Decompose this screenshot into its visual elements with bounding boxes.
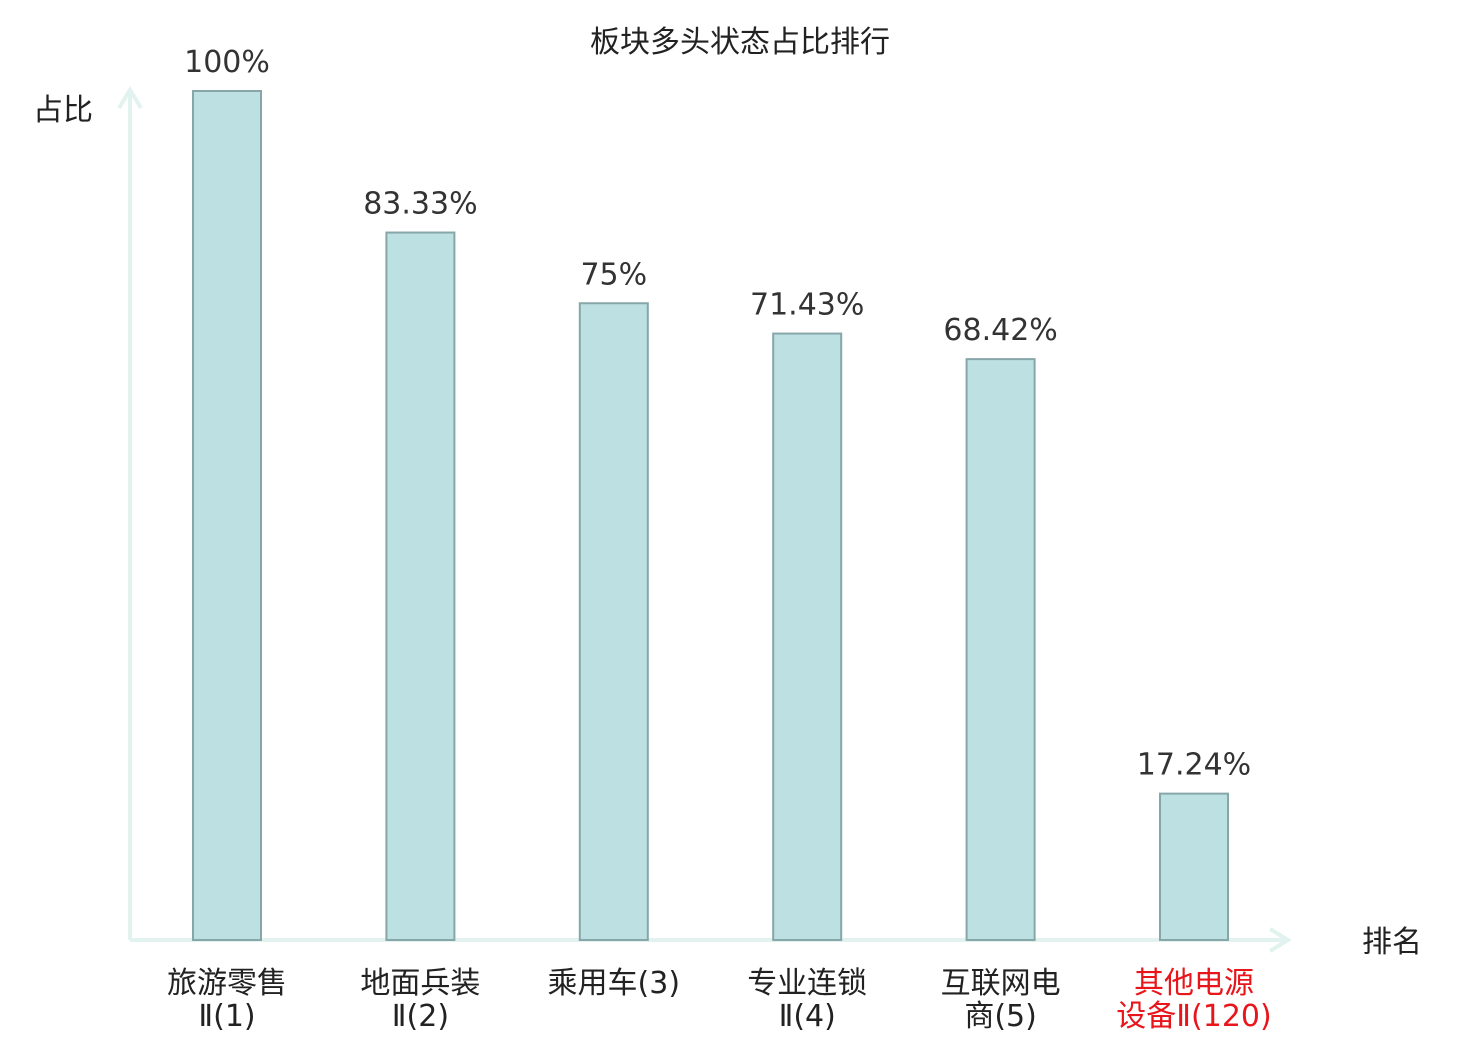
x-tick-label-line: 其他电源 (1134, 966, 1254, 1001)
bar (965, 358, 1036, 941)
x-axis (130, 927, 1292, 953)
bar-value-label: 75% (580, 257, 647, 292)
bar (772, 332, 843, 941)
x-tick-label-line: 地面兵装 (360, 966, 480, 1001)
bar-value-label: 100% (184, 45, 270, 80)
chart-title: 板块多头状态占比排行 (590, 25, 890, 60)
value-labels-group: 100% 83.33% 75% 71.43% 68.42% 17.24% (184, 45, 1251, 783)
bar (578, 302, 649, 941)
x-tick-label: 乘用车(3) (548, 966, 681, 1001)
bar (1159, 792, 1229, 941)
bar-value-label: 17.24% (1137, 748, 1251, 783)
bar (385, 231, 456, 941)
bar (192, 90, 262, 941)
x-tick-label-line: Ⅱ(1) (198, 999, 255, 1034)
x-tick-label-line: 乘用车(3) (548, 966, 681, 1001)
x-tick-label: 其他电源设备Ⅱ(120) (1116, 966, 1271, 1034)
x-tick-label-line: 专业连锁 (747, 966, 867, 1001)
bar-value-label: 83.33% (363, 187, 477, 222)
x-tick-label: 互联网电商(5) (941, 966, 1061, 1034)
x-tick-label-line: Ⅱ(4) (779, 999, 836, 1034)
y-axis (117, 86, 143, 940)
x-axis-label: 排名 (1362, 925, 1422, 960)
y-axis-arrow (117, 86, 143, 110)
y-axis-label: 占比 (33, 93, 93, 128)
x-tick-label-line: 互联网电 (941, 966, 1061, 1001)
x-tick-label: 地面兵装 Ⅱ(2) (360, 966, 480, 1034)
category-labels-group: 旅游零售 Ⅱ(1) 地面兵装 Ⅱ(2) 乘用车(3) 专业连锁 Ⅱ(4) 互联网电商(5) 其他… (167, 966, 1272, 1034)
bar-value-label: 68.42% (943, 313, 1057, 348)
x-axis-arrow (1268, 927, 1292, 953)
x-tick-label-line: 旅游零售 (167, 966, 287, 1001)
x-tick-label: 专业连锁 Ⅱ(4) (747, 966, 867, 1034)
x-tick-label-line: 商(5) (964, 999, 1037, 1034)
bars-group (192, 90, 1229, 941)
bar-value-label: 71.43% (750, 288, 864, 323)
x-tick-label-line: 设备Ⅱ(120) (1116, 999, 1271, 1034)
x-tick-label-line: Ⅱ(2) (392, 999, 449, 1034)
x-tick-label: 旅游零售 Ⅱ(1) (167, 966, 287, 1034)
